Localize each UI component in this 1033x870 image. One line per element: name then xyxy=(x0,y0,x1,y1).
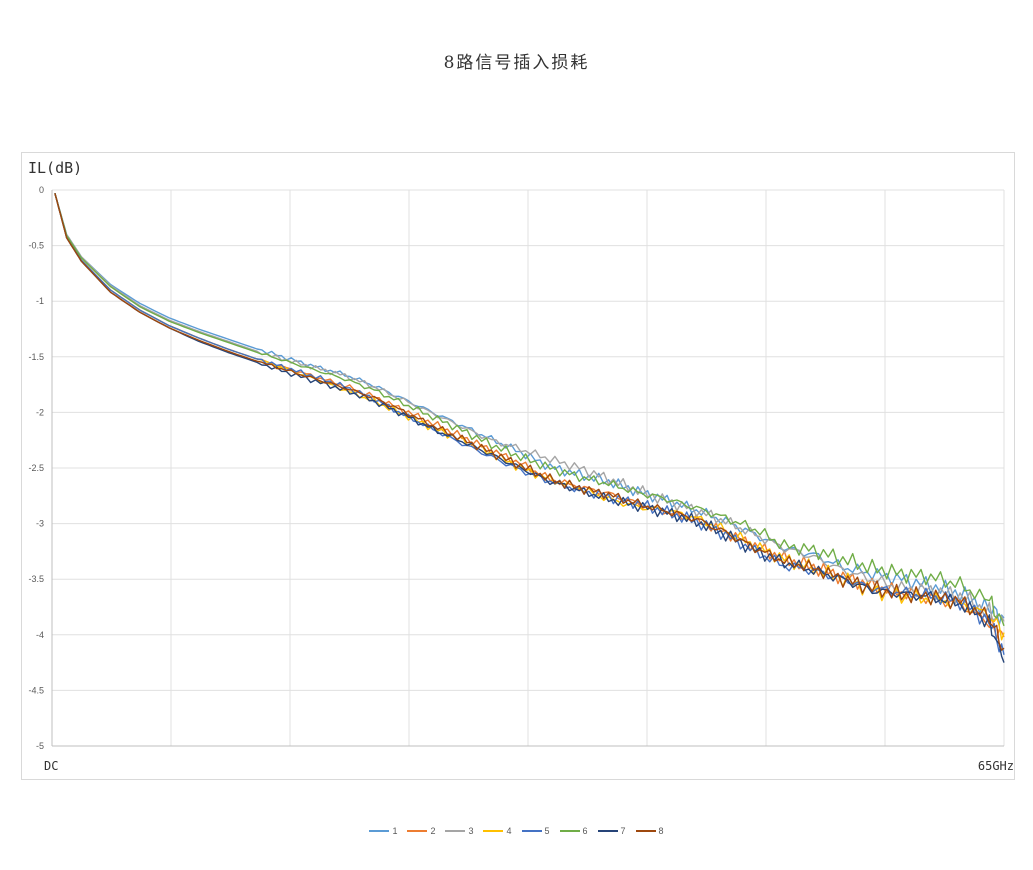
series-lines xyxy=(54,193,1005,663)
legend-item-5: 5 xyxy=(521,826,550,836)
legend-item-2: 2 xyxy=(407,826,435,836)
legend-swatch-1 xyxy=(369,830,390,832)
legend-label-8: 8 xyxy=(658,826,664,836)
legend-swatch-4 xyxy=(483,830,504,832)
legend-label-5: 5 xyxy=(544,826,550,836)
y-tick-label-5: -2.5 xyxy=(28,463,44,473)
legend-item-7: 7 xyxy=(597,826,626,836)
y-tick-label-9: -4.5 xyxy=(28,685,44,695)
y-tick-label-0: 0 xyxy=(39,185,44,195)
series-line-8 xyxy=(54,193,1005,651)
series-line-1 xyxy=(54,193,1005,626)
chart-title: 8路信号插入损耗 xyxy=(443,53,590,73)
y-tick-label-7: -3.5 xyxy=(28,574,44,584)
legend-label-2: 2 xyxy=(430,826,436,836)
y-tick-label-1: -0.5 xyxy=(28,241,44,251)
legend-label-6: 6 xyxy=(582,826,588,836)
x-tick-label-end: 65GHz xyxy=(978,759,1014,773)
legend-item-8: 8 xyxy=(635,826,664,836)
x-tick-labels: DC 65GHz xyxy=(44,759,1014,773)
y-tick-label-4: -2 xyxy=(36,407,44,417)
legend-label-4: 4 xyxy=(506,826,512,836)
legend-item-4: 4 xyxy=(483,826,512,836)
series-line-7 xyxy=(54,193,1005,663)
y-tick-label-10: -5 xyxy=(36,741,44,751)
legend-item-3: 3 xyxy=(445,826,473,836)
legend: 1 2 3 4 5 6 7 8 xyxy=(0,826,1033,836)
legend-swatch-2 xyxy=(407,830,428,832)
legend-item-1: 1 xyxy=(369,826,397,836)
legend-label-1: 1 xyxy=(392,826,398,836)
line-chart: IL(dB) 0 -0.5 -1 -1.5 -2 -2.5 -3 -3.5 -4 -4.5 -5 D… xyxy=(28,159,1014,773)
y-tick-labels: 0 -0.5 -1 -1.5 -2 -2.5 -3 -3.5 -4 -4.5 -5 xyxy=(28,185,44,751)
legend-swatch-3 xyxy=(445,830,466,832)
axes xyxy=(51,190,1004,747)
series-line-3 xyxy=(54,193,1005,622)
x-tick-label-start: DC xyxy=(44,759,58,773)
y-tick-label-8: -4 xyxy=(36,630,44,640)
legend-label-3: 3 xyxy=(468,826,474,836)
series-line-6 xyxy=(54,193,1005,627)
plot-area-frame xyxy=(21,152,1015,780)
legend-swatch-8 xyxy=(635,830,656,832)
y-tick-label-2: -1 xyxy=(36,296,44,306)
legend-swatch-6 xyxy=(559,830,580,832)
y-tick-label-6: -3 xyxy=(36,519,44,529)
series-line-5 xyxy=(54,193,1005,655)
legend-item-6: 6 xyxy=(559,826,588,836)
y-tick-label-3: -1.5 xyxy=(28,352,44,362)
legend-swatch-7 xyxy=(597,830,618,832)
legend-swatch-5 xyxy=(521,830,542,832)
y-axis-label: IL(dB) xyxy=(28,159,82,177)
legend-label-7: 7 xyxy=(620,826,626,836)
